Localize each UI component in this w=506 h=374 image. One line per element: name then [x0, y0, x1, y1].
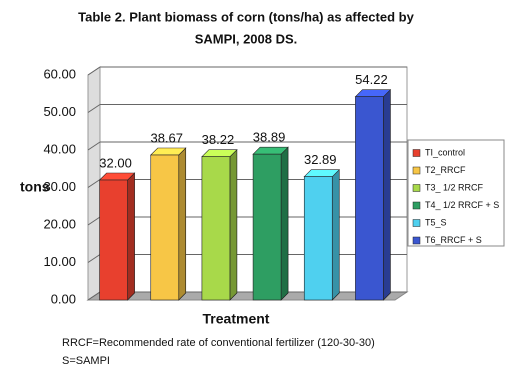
note: S=SAMPI — [62, 355, 110, 367]
bar — [150, 154, 180, 301]
legend-label: T6_RRCF + S — [425, 235, 482, 245]
value-label: 32.00 — [99, 155, 132, 170]
bar — [99, 179, 128, 301]
grid-line — [87, 254, 101, 263]
bar-side — [178, 147, 187, 301]
legend-label: T3_ 1/2 RRCF — [425, 182, 484, 192]
bar-side — [229, 148, 238, 301]
value-label: 38.67 — [150, 130, 183, 145]
y-axis-label: tons — [20, 179, 50, 195]
grid-line — [87, 141, 101, 151]
chart-title: SAMPI, 2008 DS. — [195, 31, 298, 46]
value-label: 38.89 — [253, 130, 286, 145]
bar — [303, 176, 333, 301]
grid-line — [87, 66, 101, 76]
y-tick-label: 60.00 — [43, 66, 76, 81]
grid-line — [87, 216, 101, 226]
y-tick-label: 50.00 — [43, 104, 76, 119]
value-label: 54.22 — [355, 72, 388, 87]
y-tick-label: 20.00 — [43, 216, 76, 231]
bar-side — [383, 88, 391, 301]
legend-swatch — [412, 201, 421, 210]
legend-swatch — [412, 219, 421, 227]
legend-swatch — [412, 166, 421, 175]
legend-label: T5_S — [425, 217, 447, 227]
note: RRCF=Recommended rate of conventional fe… — [62, 337, 375, 349]
bar — [252, 153, 282, 301]
y-tick-label: 0.00 — [51, 291, 76, 306]
bar-side — [331, 168, 340, 301]
grid-line — [87, 104, 101, 113]
x-axis-label: Treatment — [203, 311, 270, 327]
y-tick-label: 30.00 — [43, 179, 76, 194]
legend-label: T4_ 1/2 RRCF + S — [425, 200, 499, 210]
bar-side — [280, 146, 289, 301]
legend-box — [407, 139, 505, 247]
legend-swatch — [412, 184, 421, 192]
chart-title: Table 2. Plant biomass of corn (tons/ha)… — [78, 9, 414, 24]
bar — [201, 156, 231, 301]
legend-label: T2_RRCF — [425, 165, 466, 175]
value-label: 38.22 — [202, 132, 235, 147]
y-tick-label: 40.00 — [43, 141, 76, 156]
grid-line — [87, 291, 101, 301]
grid-line — [87, 179, 101, 188]
y-tick-label: 10.00 — [43, 254, 76, 269]
legend-swatch — [412, 149, 421, 157]
legend-label: TI_control — [425, 147, 465, 157]
bar-side — [127, 172, 135, 301]
value-label: 32.89 — [304, 152, 337, 167]
legend-swatch — [412, 236, 421, 245]
bar — [355, 96, 384, 301]
